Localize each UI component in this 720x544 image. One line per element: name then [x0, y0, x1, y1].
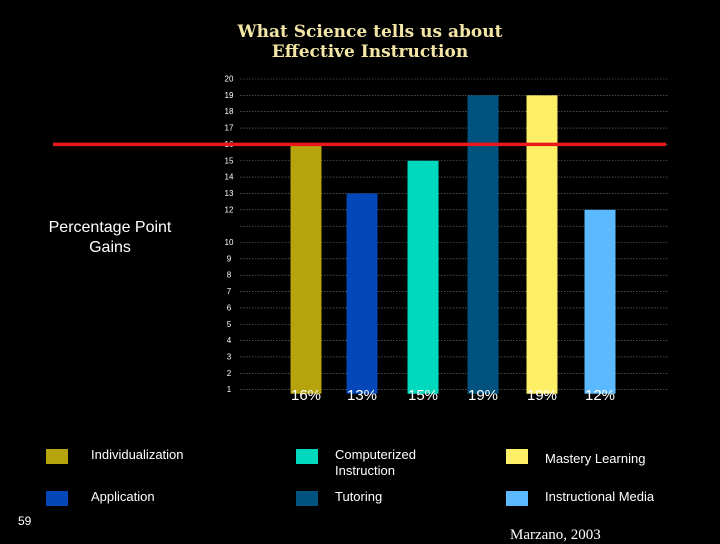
y-tick-label: 19 [225, 91, 234, 100]
chart-title-line-1: What Science tells us about [237, 22, 503, 42]
y-tick-label: 5 [227, 320, 232, 329]
y-tick-label: 8 [227, 271, 232, 280]
y-tick-label: 18 [225, 107, 234, 116]
legend-label: Instructional Media [545, 489, 655, 504]
bar-computerized-instruction [407, 160, 439, 394]
y-tick-label: 10 [225, 238, 234, 247]
legend-label: Computerized Instruction [335, 447, 416, 478]
y-tick-label: 4 [227, 336, 232, 345]
value-label: 12% [585, 387, 615, 404]
legend-item-tutoring: Tutoring [295, 489, 382, 507]
legend-item-computerized-instruction: Computerized Instruction [295, 447, 416, 479]
legend-item-mastery-learning: Mastery Learning [505, 447, 645, 467]
y-tick-label: 15 [225, 156, 234, 165]
legend-label: Tutoring [335, 489, 383, 504]
chart-title: What Science tells us about Effective In… [160, 22, 580, 62]
value-label: 19% [527, 387, 557, 404]
legend-swatch [505, 490, 529, 507]
bar-tutoring [467, 95, 499, 394]
y-tick-label: 14 [225, 173, 234, 182]
bar-individualization [290, 144, 322, 394]
y-axis-label: Percentage Point Gains [20, 218, 200, 258]
y-axis-label-line-2: Gains [89, 239, 131, 256]
y-tick-label: 20 [225, 75, 234, 84]
y-tick-label: 7 [227, 287, 232, 296]
legend-label: Individualization [91, 447, 184, 462]
bar-mastery-learning [526, 95, 558, 394]
y-axis-label-line-1: Percentage Point [48, 219, 172, 236]
value-label: 16% [291, 387, 321, 404]
legend-swatch [45, 490, 69, 507]
slide-number: 59 [18, 514, 32, 528]
y-tick-label: 9 [227, 254, 232, 263]
legend-swatch [295, 448, 319, 465]
legend-item-application: Application [45, 489, 155, 507]
y-tick-label: 2 [227, 369, 232, 378]
legend-item-instructional-media: Instructional Media [505, 489, 654, 507]
y-tick-label: 17 [225, 124, 234, 133]
y-tick-label: 3 [227, 352, 232, 361]
legend-label: Mastery Learning [545, 451, 646, 466]
y-tick-label: 12 [225, 205, 234, 214]
value-label: 15% [408, 387, 438, 404]
value-label: 13% [347, 387, 377, 404]
legend-item-individualization: Individualization [45, 447, 184, 465]
legend-swatch [45, 448, 69, 465]
legend-label: Application [91, 489, 155, 504]
y-tick-label: 13 [225, 189, 234, 198]
value-label: 19% [468, 387, 498, 404]
legend-swatch [505, 448, 529, 465]
bar-application [346, 193, 378, 394]
citation: Marzano, 2003 [510, 527, 601, 543]
y-tick-label: 1 [227, 385, 232, 394]
chart-title-line-2: Effective Instruction [271, 42, 469, 62]
bar-instructional-media [584, 209, 616, 394]
y-tick-label: 6 [227, 303, 232, 312]
legend-swatch [295, 490, 319, 507]
